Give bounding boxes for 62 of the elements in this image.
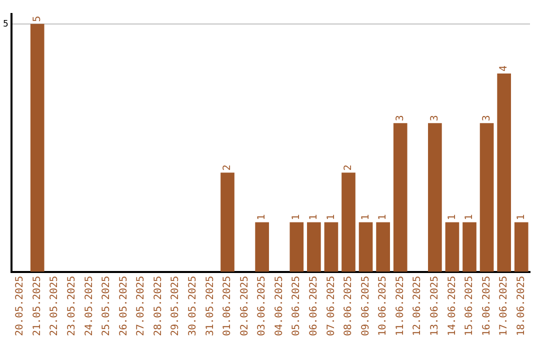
x-tick-label: 31.05.2025: [204, 276, 216, 336]
x-tick-label: 18.06.2025: [516, 276, 527, 336]
x-tick-label: 29.05.2025: [170, 276, 182, 336]
x-tick-label: 07.06.2025: [326, 276, 337, 336]
data-label: 1: [360, 214, 372, 220]
x-tick-label: 12.06.2025: [412, 276, 424, 336]
x-tick-label: 27.05.2025: [136, 276, 147, 336]
bar: [480, 123, 494, 272]
bar: [376, 222, 390, 272]
bar: [255, 222, 269, 272]
x-tick-label: 17.06.2025: [498, 276, 510, 336]
x-tick-label: 25.05.2025: [101, 276, 112, 336]
data-label: 3: [430, 115, 441, 122]
data-label: 1: [446, 214, 458, 220]
x-tick-label: 05.06.2025: [291, 276, 302, 336]
data-label: 1: [378, 214, 389, 220]
x-tick-label: 26.05.2025: [118, 276, 130, 336]
data-label: 1: [308, 214, 320, 220]
bar: [358, 222, 373, 272]
bar: [30, 24, 44, 272]
x-tick-label: 23.05.2025: [66, 276, 78, 336]
x-tick-label: 21.05.2025: [32, 276, 43, 336]
bar: [445, 222, 460, 272]
data-label: 4: [498, 65, 510, 72]
data-label: 1: [291, 214, 302, 220]
x-tick-label: 11.06.2025: [394, 276, 406, 336]
x-tick-label: 30.05.2025: [188, 276, 199, 336]
bar: [220, 172, 234, 272]
data-label: 3: [481, 115, 492, 122]
x-tick-label: 15.06.2025: [464, 276, 476, 336]
bar: [307, 222, 321, 272]
data-label: 3: [394, 115, 406, 122]
x-tick-label: 13.06.2025: [430, 276, 441, 336]
x-tick-label: 28.05.2025: [152, 276, 164, 336]
x-tick-label: 06.06.2025: [308, 276, 320, 336]
bar: [497, 73, 511, 272]
bar: [514, 222, 528, 272]
x-tick-label: 24.05.2025: [84, 276, 95, 336]
data-label: 5: [32, 16, 43, 22]
x-tick-label: 09.06.2025: [360, 276, 372, 336]
bar: [462, 222, 476, 272]
x-tick-label: 20.05.2025: [14, 276, 26, 336]
data-label: 2: [343, 164, 354, 171]
bar: [324, 222, 338, 272]
data-label: 1: [326, 214, 337, 220]
x-tick-label: 14.06.2025: [446, 276, 458, 336]
x-tick-label: 22.05.2025: [49, 276, 60, 336]
data-label: 1: [464, 214, 476, 220]
x-tick-label: 08.06.2025: [343, 276, 354, 336]
x-tick-label: 02.06.2025: [239, 276, 250, 336]
x-tick-label: 10.06.2025: [378, 276, 389, 336]
data-label: 2: [222, 164, 234, 171]
x-tick-label: 16.06.2025: [481, 276, 492, 336]
bar: [428, 123, 442, 272]
x-tick-label: 03.06.2025: [256, 276, 268, 336]
x-tick-label: 04.06.2025: [274, 276, 285, 336]
bar: [342, 172, 356, 272]
bar: [290, 222, 304, 272]
data-label: 1: [516, 214, 527, 220]
bar: [393, 123, 408, 272]
data-label: 1: [256, 214, 268, 220]
x-tick-label: 01.06.2025: [222, 276, 234, 336]
